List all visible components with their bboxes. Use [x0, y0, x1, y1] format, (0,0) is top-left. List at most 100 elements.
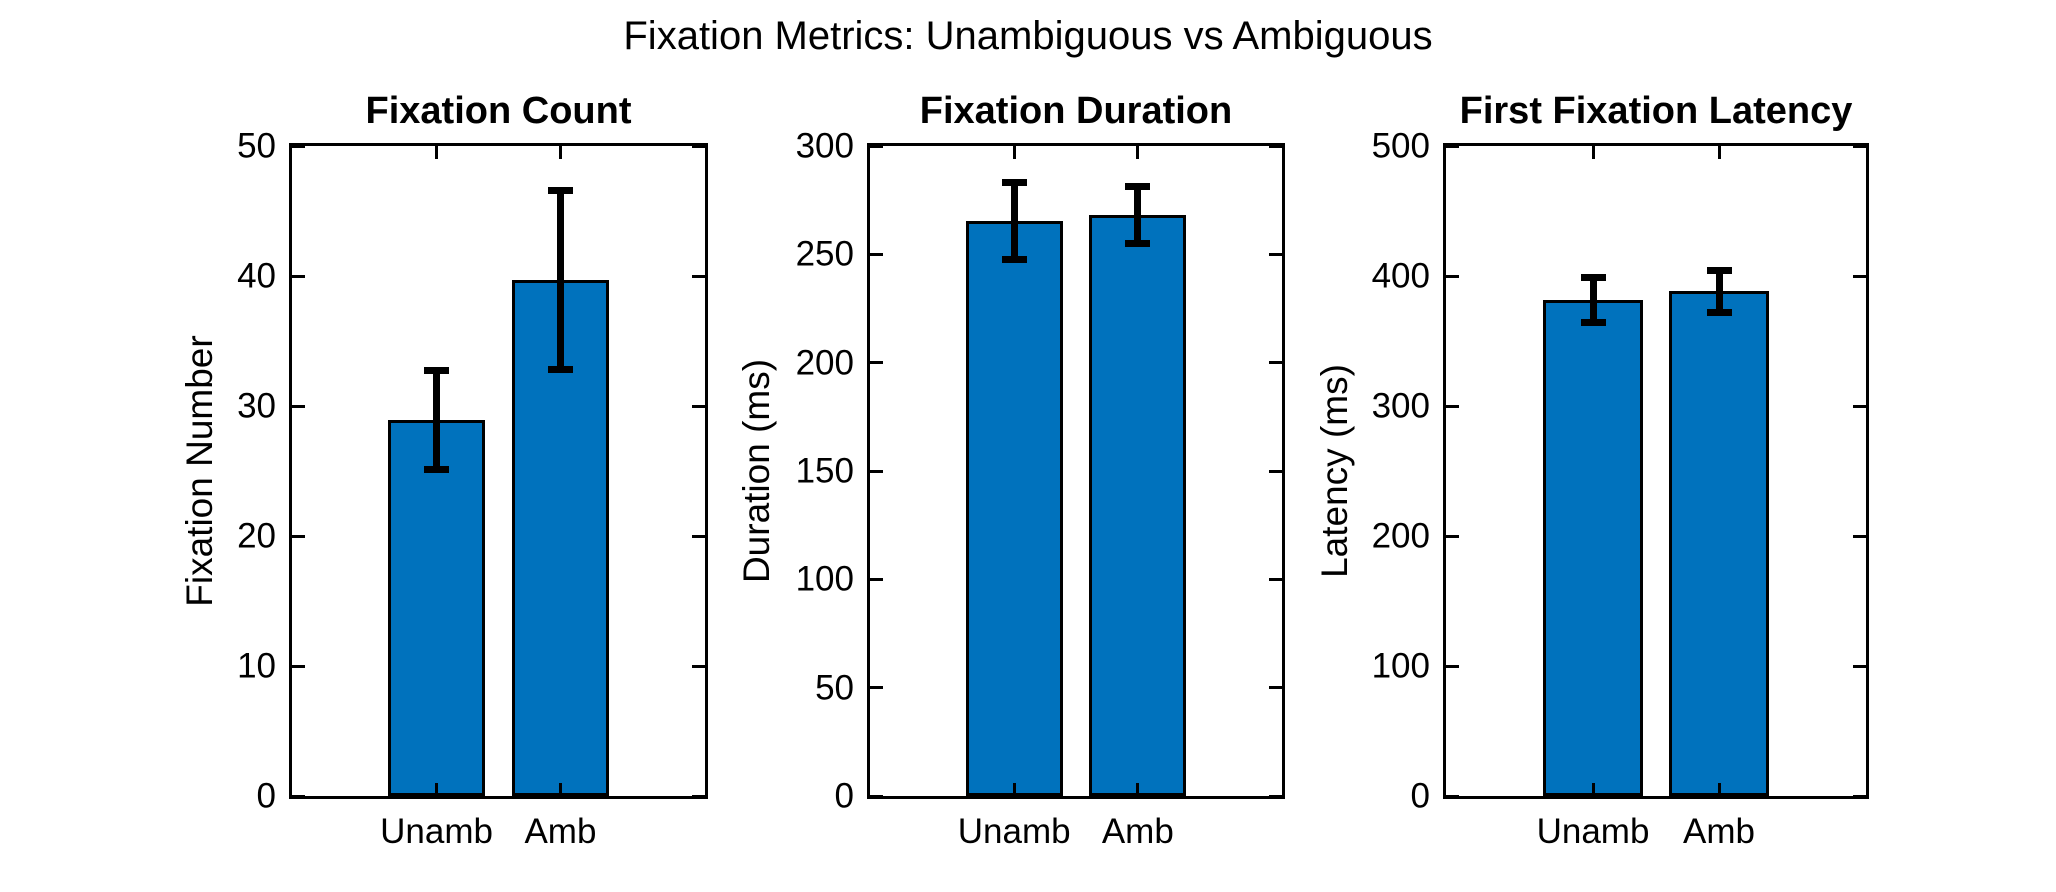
error-bar-lower-cap	[547, 366, 573, 374]
y-tick-label: 0	[256, 776, 276, 816]
y-tick-mark	[692, 534, 705, 538]
subplot-title-fixation-duration: Fixation Duration	[919, 90, 1233, 132]
bar-unamb	[387, 420, 486, 796]
y-tick-mark	[1446, 404, 1459, 408]
y-tick-label: 0	[1410, 776, 1430, 816]
error-bar-upper-cap	[1125, 183, 1151, 191]
y-tick-label: 500	[1371, 126, 1430, 166]
error-bar	[433, 370, 441, 470]
x-tick-mark	[435, 783, 439, 796]
y-tick-mark	[1446, 794, 1459, 798]
y-tick-label: 100	[1371, 646, 1430, 686]
subplot-title-fixation-count: Fixation Count	[365, 90, 632, 132]
y-tick-label: 400	[1371, 256, 1430, 296]
y-tick-mark	[1446, 144, 1459, 148]
x-tick-mark	[1717, 783, 1721, 796]
y-tick-mark	[1269, 361, 1282, 365]
y-tick-mark	[292, 794, 305, 798]
y-axis-label-fixation-number: Fixation Number	[179, 335, 220, 607]
error-bar	[1589, 277, 1597, 323]
y-tick-mark	[870, 144, 883, 148]
y-tick-label: 100	[795, 559, 854, 599]
error-bar-lower-cap	[1580, 318, 1606, 326]
y-tick-mark	[1269, 469, 1282, 473]
y-tick-mark	[870, 686, 883, 690]
error-bar-lower-cap	[1001, 256, 1027, 264]
error-bar-lower-cap	[1125, 239, 1151, 247]
y-tick-label: 50	[237, 126, 276, 166]
y-tick-mark	[1269, 252, 1282, 256]
error-bar-upper-cap	[1580, 274, 1606, 282]
x-tick-mark	[1136, 783, 1140, 796]
y-tick-label: 50	[815, 668, 854, 708]
y-tick-mark	[1853, 534, 1866, 538]
y-tick-mark	[692, 274, 705, 278]
x-tick-mark	[435, 146, 439, 159]
y-tick-mark	[692, 144, 705, 148]
y-tick-mark	[1269, 794, 1282, 798]
y-tick-mark	[870, 252, 883, 256]
y-tick-mark	[1853, 404, 1866, 408]
error-bar-upper-cap	[1001, 178, 1027, 186]
y-tick-mark	[1446, 664, 1459, 668]
x-tick-mark	[558, 146, 562, 159]
y-tick-mark	[1269, 144, 1282, 148]
error-bar-lower-cap	[1706, 308, 1732, 316]
bar-amb	[1669, 291, 1769, 796]
x-tick-label: Amb	[1101, 812, 1174, 851]
y-tick-mark	[1269, 577, 1282, 581]
bar-unamb	[1543, 300, 1643, 796]
y-tick-mark	[1853, 274, 1866, 278]
error-bar-lower-cap	[424, 466, 450, 474]
y-tick-label: 200	[795, 343, 854, 383]
x-tick-mark	[558, 783, 562, 796]
y-tick-label: 20	[237, 516, 276, 556]
y-tick-label: 10	[237, 646, 276, 686]
y-tick-label: 40	[237, 256, 276, 296]
y-tick-label: 250	[795, 234, 854, 274]
x-tick-label: Unamb	[1536, 812, 1650, 851]
x-tick-mark	[1717, 146, 1721, 159]
subplot-title-first-fixation-latency: First Fixation Latency	[1459, 90, 1853, 132]
error-bar	[1715, 270, 1723, 313]
x-tick-label: Amb	[524, 812, 597, 851]
error-bar-upper-cap	[547, 186, 573, 194]
x-tick-label: Unamb	[957, 812, 1071, 851]
y-tick-mark	[692, 404, 705, 408]
x-tick-mark	[1136, 146, 1140, 159]
x-tick-mark	[1591, 146, 1595, 159]
y-tick-mark	[870, 469, 883, 473]
x-tick-mark	[1012, 783, 1016, 796]
bar-unamb	[965, 220, 1063, 796]
y-tick-mark	[870, 577, 883, 581]
y-tick-mark	[292, 274, 305, 278]
x-tick-label: Unamb	[380, 812, 493, 851]
error-bar	[1134, 186, 1142, 244]
x-tick-mark	[1591, 783, 1595, 796]
axes-first-fixation-latency: 0 100 200 300 400 500 Unamb Amb	[1372, 129, 1869, 849]
y-tick-mark	[292, 144, 305, 148]
y-tick-mark	[692, 794, 705, 798]
y-tick-mark	[1269, 686, 1282, 690]
y-tick-label: 150	[795, 451, 854, 491]
y-tick-label: 300	[1371, 386, 1430, 426]
y-tick-label: 30	[237, 386, 276, 426]
error-bar-upper-cap	[424, 367, 450, 375]
y-tick-mark	[870, 361, 883, 365]
y-tick-mark	[292, 664, 305, 668]
y-tick-mark	[1853, 794, 1866, 798]
bar-amb	[1089, 214, 1187, 796]
y-tick-label: 300	[795, 126, 854, 166]
y-axis-label-duration: Duration (ms)	[736, 358, 777, 584]
y-tick-mark	[1446, 274, 1459, 278]
figure-title: Fixation Metrics: Unambiguous vs Ambiguo…	[623, 14, 1433, 58]
axes-fixation-duration: 0 50 100 150 200 250 300 Unamb Amb	[796, 129, 1285, 849]
y-tick-mark	[870, 794, 883, 798]
y-axis-label-latency: Latency (ms)	[1314, 364, 1355, 578]
y-tick-mark	[292, 534, 305, 538]
axes-fixation-count: 0 10 20 30 40 50 Unamb Amb	[237, 129, 708, 849]
y-tick-mark	[1446, 534, 1459, 538]
error-bar	[556, 190, 564, 370]
y-tick-mark	[292, 404, 305, 408]
